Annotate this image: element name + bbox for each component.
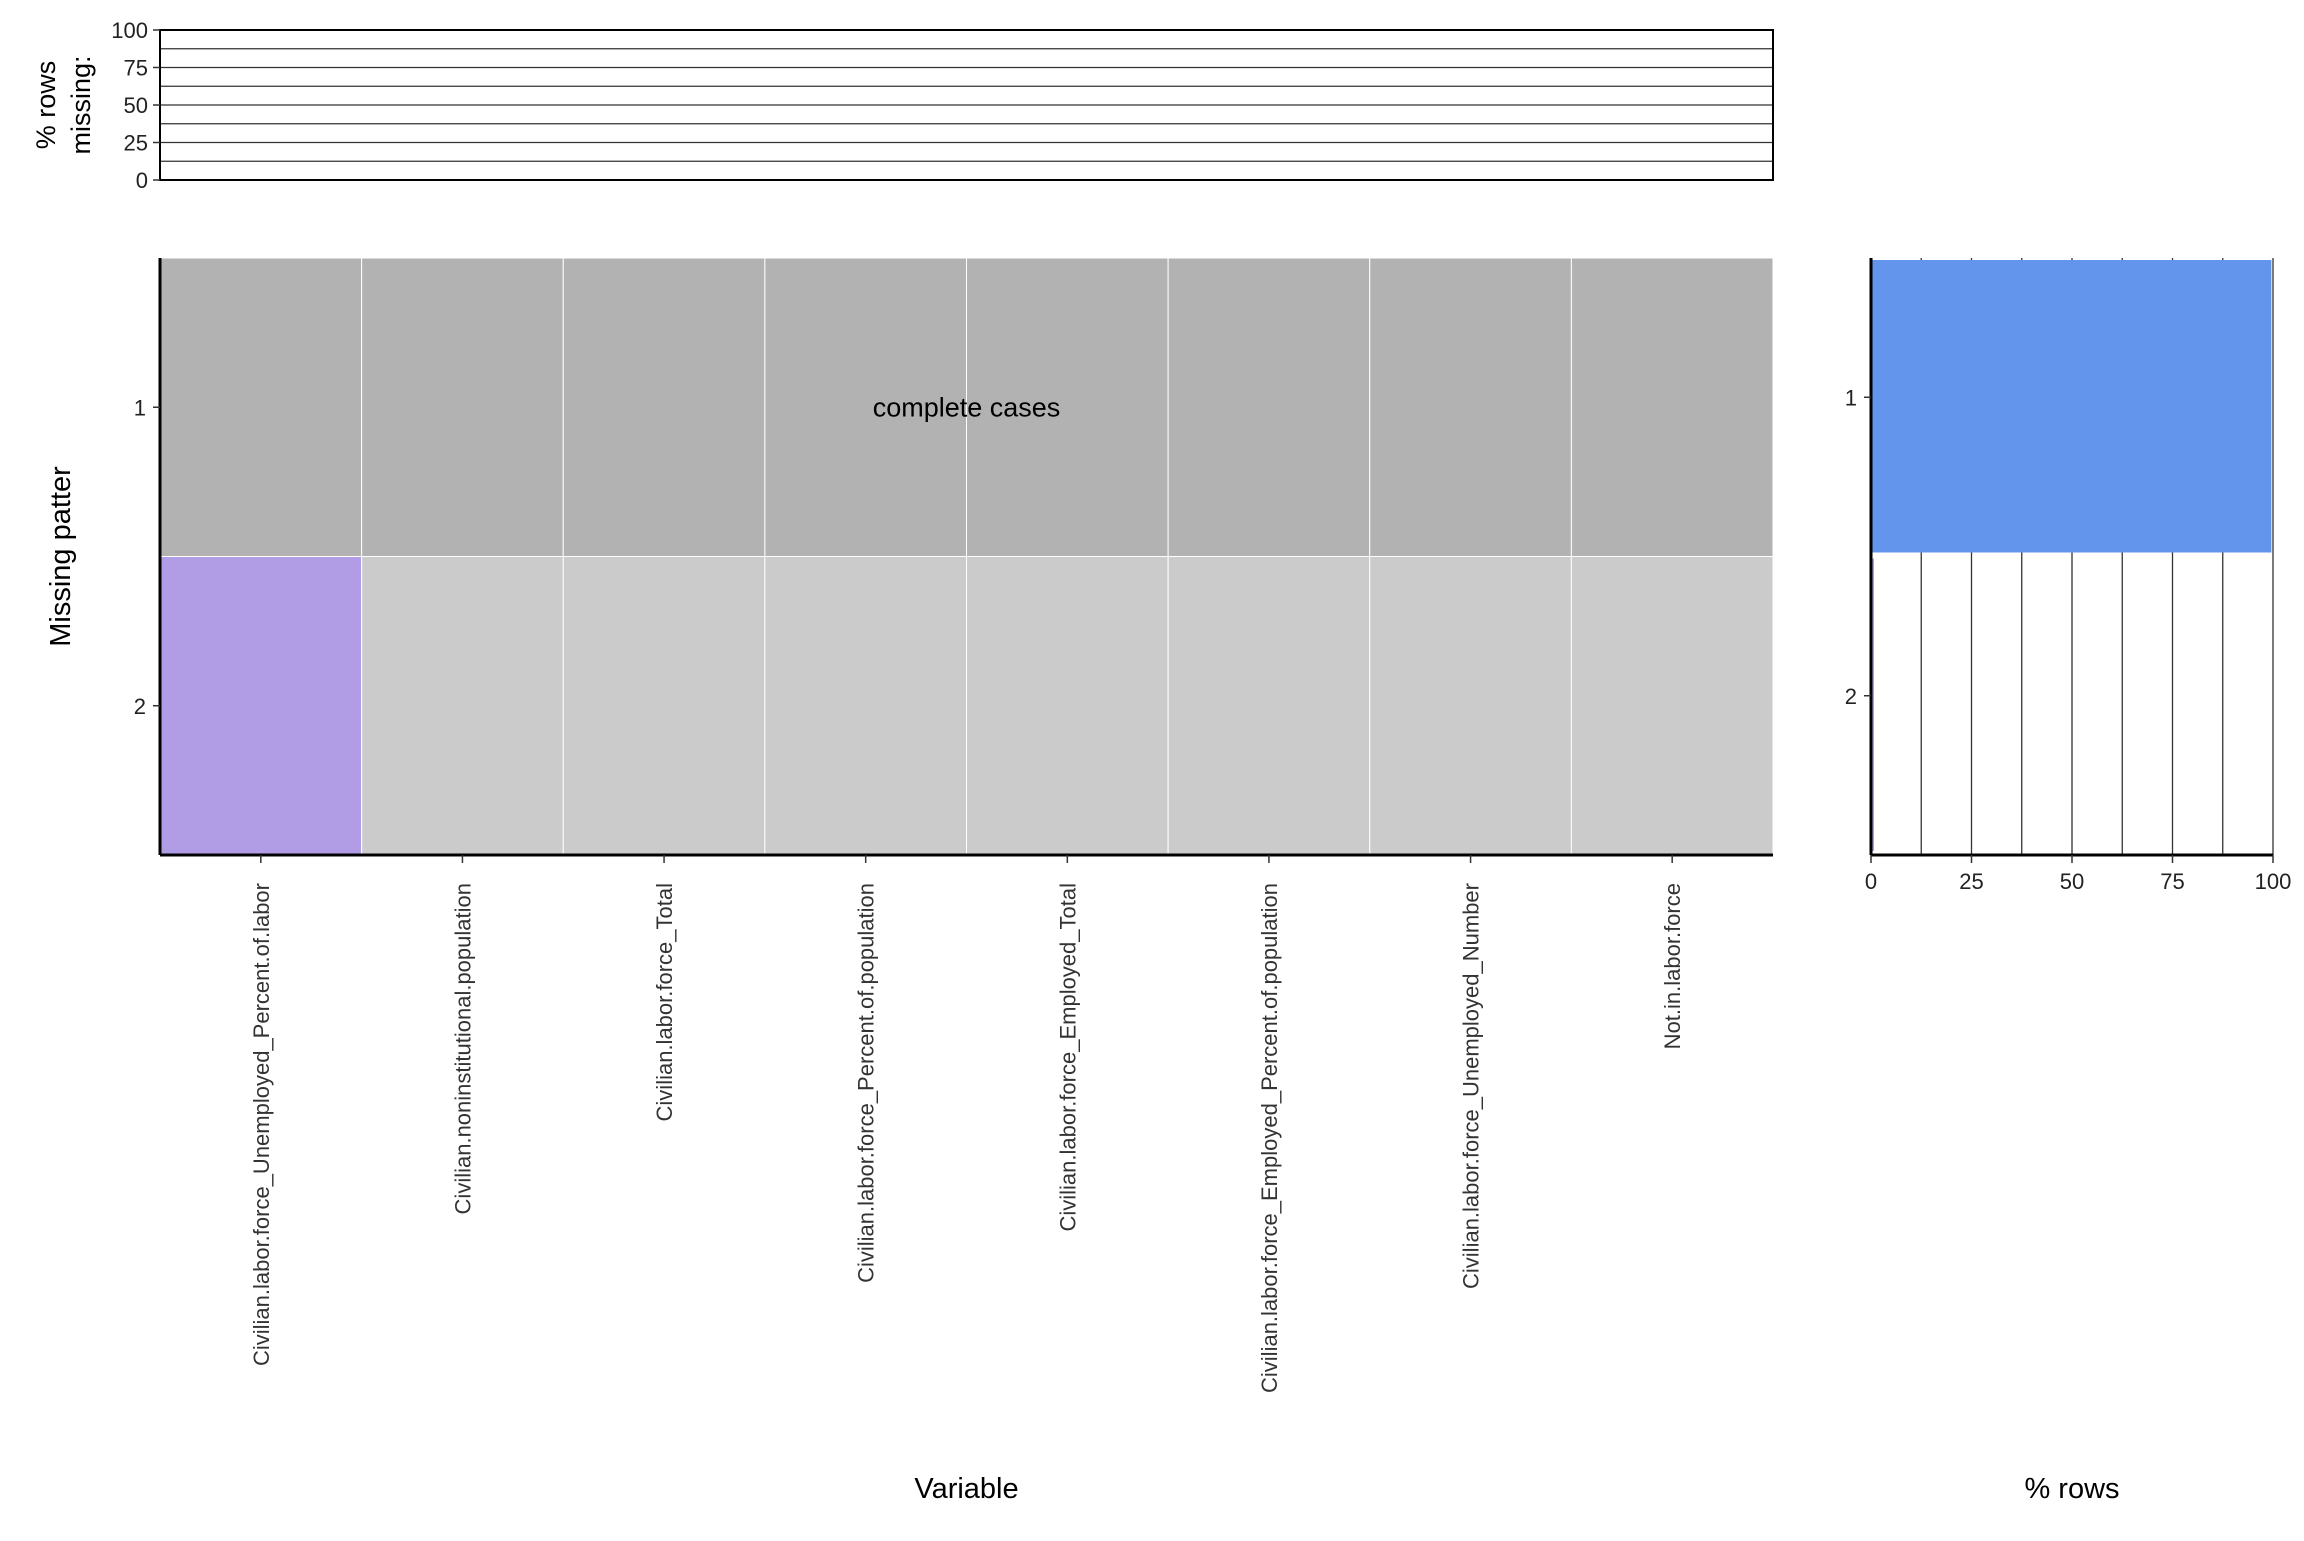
heatmap-cell-present xyxy=(1570,556,1774,856)
heatmap-cell-present xyxy=(1369,257,1572,557)
top-y-tick-label: 75 xyxy=(124,56,148,81)
heatmap-cell-present xyxy=(1369,556,1572,856)
top-y-axis-label: missing: xyxy=(66,55,96,154)
heatmap-cell-present xyxy=(361,257,564,557)
variable-label: Civilian.labor.force_Unemployed_Percent.… xyxy=(249,883,274,1366)
heatmap-cell-missing xyxy=(159,556,363,856)
top-y-tick-label: 50 xyxy=(124,93,148,118)
heatmap-cell-present xyxy=(966,556,1169,856)
top-y-axis-label: % rows xyxy=(31,61,61,150)
right-x-tick-label: 0 xyxy=(1865,869,1877,894)
right-x-tick-label: 75 xyxy=(2160,869,2184,894)
variable-label: Civilian.labor.force_Percent.of.populati… xyxy=(854,883,879,1283)
heatmap-cell-present xyxy=(764,556,967,856)
heatmap-cell-present xyxy=(361,556,564,856)
main-y-axis-title: Missing patter xyxy=(45,466,77,647)
variable-label: Civilian.labor.force_Employed_Total xyxy=(1055,883,1080,1232)
complete-cases-annotation: complete cases xyxy=(873,392,1061,422)
heatmap-cell-present xyxy=(562,556,766,856)
main-y-tick-label: 2 xyxy=(134,694,146,719)
variable-label: Civilian.labor.force_Unemployed_Number xyxy=(1459,883,1484,1289)
right-x-tick-label: 50 xyxy=(2060,869,2084,894)
right-y-tick-label: 1 xyxy=(1845,385,1857,410)
main-x-axis-title: Variable xyxy=(914,1473,1018,1505)
heatmap-cell-present xyxy=(159,257,363,557)
heatmap-cell-present xyxy=(966,257,1169,557)
heatmap-cell-present xyxy=(1570,257,1774,557)
right-y-tick-label: 2 xyxy=(1845,684,1857,709)
right-x-tick-label: 100 xyxy=(2255,869,2292,894)
heatmap-cell-present xyxy=(1167,257,1371,557)
variable-label: Not.in.labor.force xyxy=(1660,883,1685,1049)
top-y-tick-label: 0 xyxy=(136,168,148,193)
top-y-tick-label: 100 xyxy=(111,18,148,43)
top-y-tick-label: 25 xyxy=(124,131,148,156)
heatmap-cell-present xyxy=(562,257,766,557)
main-y-tick-label: 1 xyxy=(134,395,146,420)
right-x-tick-label: 25 xyxy=(1959,869,1983,894)
right-x-axis-title: % rows xyxy=(2024,1473,2119,1505)
pattern-percent-bar xyxy=(1871,260,2272,553)
variable-label: Civilian.labor.force_Employed_Percent.of… xyxy=(1257,883,1282,1393)
variable-label: Civilian.noninstitutional.population xyxy=(450,883,475,1214)
heatmap-cell-present xyxy=(764,257,967,557)
variable-label: Civilian.labor.force_Total xyxy=(652,883,677,1121)
heatmap-cell-present xyxy=(1167,556,1371,856)
